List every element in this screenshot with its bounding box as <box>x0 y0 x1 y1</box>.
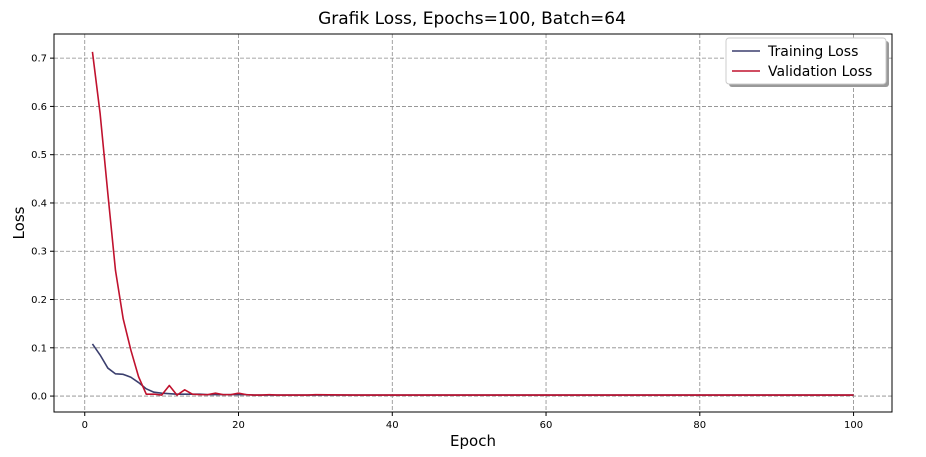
legend-label-validation-loss: Validation Loss <box>768 64 872 80</box>
y-tick-label: 0.5 <box>31 150 47 161</box>
plot-area <box>53 33 893 413</box>
x-tick-label: 100 <box>844 420 863 431</box>
series-layer <box>91 51 854 396</box>
x-axis-label: Epoch <box>450 432 496 450</box>
y-tick-label: 0.4 <box>31 198 47 209</box>
legend: Training Loss Validation Loss <box>725 37 889 87</box>
grid <box>54 34 892 412</box>
chart-title: Grafik Loss, Epochs=100, Batch=64 <box>318 9 626 29</box>
x-tick-label: 40 <box>386 420 399 431</box>
validation-loss-line <box>91 51 854 396</box>
x-tick-label: 0 <box>82 420 88 431</box>
y-tick-label: 0.6 <box>31 102 47 113</box>
y-tick-label: 0.1 <box>31 343 47 354</box>
y-tick-label: 0.7 <box>31 54 47 65</box>
x-tick-label: 20 <box>232 420 245 431</box>
x-tick-label: 80 <box>693 420 706 431</box>
legend-label-training-loss: Training Loss <box>767 44 858 60</box>
axis-ticks: 0 20 40 60 80 100 0.0 0.1 0.2 0.3 0.4 0.5 0.6 0.7 <box>31 54 863 431</box>
x-tick-label: 60 <box>540 420 553 431</box>
training-loss-line <box>91 343 854 396</box>
y-tick-label: 0.3 <box>31 247 47 258</box>
y-axis-label: Loss <box>10 206 28 239</box>
y-tick-label: 0.0 <box>31 392 47 403</box>
legend-box <box>725 37 887 85</box>
y-tick-label: 0.2 <box>31 295 47 306</box>
